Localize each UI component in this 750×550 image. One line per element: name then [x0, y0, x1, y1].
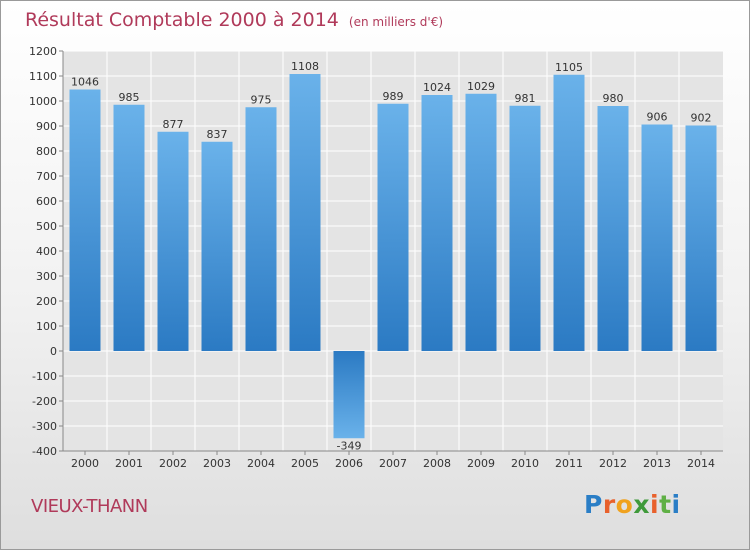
x-tick-label: 2012 — [599, 457, 627, 470]
y-tick-label: 200 — [36, 295, 57, 308]
bar-2003 — [201, 141, 233, 351]
value-label: 985 — [119, 91, 140, 104]
chart-title-text: Résultat Comptable 2000 à 2014 — [25, 9, 339, 31]
value-label: 975 — [251, 93, 272, 106]
y-tick-label: 1200 — [29, 45, 57, 58]
bar-2011 — [553, 74, 585, 351]
bar-2010 — [509, 105, 541, 351]
data-labels: 1046 985 877 837 975 1108 -349 989 1024 1029 981 11… — [71, 60, 712, 452]
y-tick-label: -400 — [32, 445, 57, 458]
logo-letter: i — [650, 490, 660, 519]
bar-2000 — [69, 89, 101, 351]
logo-letter: P — [584, 490, 603, 519]
y-tick-label: 300 — [36, 270, 57, 283]
proxiti-logo[interactable]: Proxiti — [584, 490, 681, 519]
value-label: 1105 — [555, 61, 583, 74]
bar-2002 — [157, 131, 189, 351]
value-label: 1108 — [291, 60, 319, 73]
x-tick-label: 2014 — [687, 457, 715, 470]
bar-2005 — [289, 74, 321, 351]
x-tick-label: 2008 — [423, 457, 451, 470]
x-tick-label: 2011 — [555, 457, 583, 470]
chart-title: Résultat Comptable 2000 à 2014 (en millie… — [25, 9, 443, 31]
value-label: 981 — [515, 92, 536, 105]
bar-2013 — [641, 124, 673, 351]
value-label: 1046 — [71, 76, 99, 89]
logo-letter: x — [633, 490, 650, 519]
value-label: 902 — [691, 112, 712, 125]
bar-2007 — [377, 103, 409, 351]
x-tick-label: 2003 — [203, 457, 231, 470]
value-label: 980 — [603, 92, 624, 105]
town-name: VIEUX-THANN — [31, 496, 148, 517]
x-tick-label: 2007 — [379, 457, 407, 470]
bar-2004 — [245, 107, 277, 351]
x-tick-label: 2013 — [643, 457, 671, 470]
x-tick-label: 2002 — [159, 457, 187, 470]
bar-2014 — [685, 125, 717, 351]
value-label: -349 — [337, 439, 362, 452]
axes: -400 -300 -200 -100 0 100 200 300 400 500 600 700 80… — [29, 45, 723, 470]
bar-2006 — [333, 351, 365, 439]
y-tick-label: -300 — [32, 420, 57, 433]
x-tick-label: 2009 — [467, 457, 495, 470]
value-label: 1029 — [467, 80, 495, 93]
y-tick-label: 600 — [36, 195, 57, 208]
y-tick-label: 1100 — [29, 70, 57, 83]
x-tick-label: 2000 — [71, 457, 99, 470]
bar-2012 — [597, 106, 629, 351]
y-tick-label: 0 — [50, 345, 57, 358]
y-tick-label: 100 — [36, 320, 57, 333]
logo-letter: t — [659, 490, 672, 519]
value-label: 1024 — [423, 81, 451, 94]
value-label: 877 — [163, 118, 184, 131]
x-tick-label: 2010 — [511, 457, 539, 470]
bar-2008 — [421, 95, 453, 351]
y-tick-label: 800 — [36, 145, 57, 158]
x-tick-label: 2006 — [335, 457, 363, 470]
y-tick-label: 1000 — [29, 95, 57, 108]
x-tick-label: 2001 — [115, 457, 143, 470]
value-label: 906 — [647, 111, 668, 124]
y-tick-label: 900 — [36, 120, 57, 133]
y-tick-label: 500 — [36, 220, 57, 233]
logo-letter: r — [602, 490, 616, 519]
y-tick-label: 700 — [36, 170, 57, 183]
logo-letter: i — [671, 490, 681, 519]
y-tick-label: -100 — [32, 370, 57, 383]
y-tick-label: -200 — [32, 395, 57, 408]
value-label: 989 — [383, 90, 404, 103]
x-tick-label: 2004 — [247, 457, 275, 470]
bar-2009 — [465, 93, 497, 351]
chart-subtitle: (en milliers d'€) — [348, 15, 444, 29]
y-tick-label: 400 — [36, 245, 57, 258]
value-label: 837 — [207, 128, 228, 141]
bars — [69, 74, 717, 439]
bar-2001 — [113, 104, 145, 351]
x-tick-label: 2005 — [291, 457, 319, 470]
logo-letter: o — [615, 490, 634, 519]
